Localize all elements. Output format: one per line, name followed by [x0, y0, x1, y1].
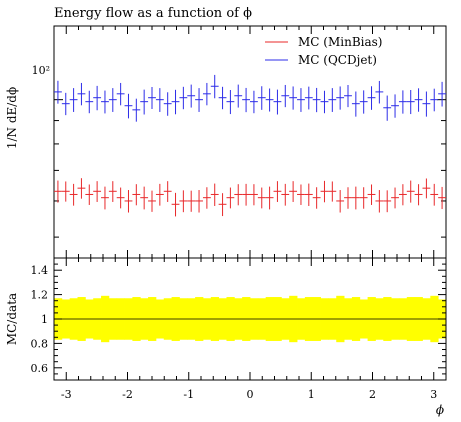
main-ticks — [53, 26, 447, 258]
series-1 — [54, 74, 446, 122]
ratio-ticks — [53, 257, 447, 381]
x-tick-label-3: 3 — [430, 388, 437, 401]
legend: MC (MinBias) MC (QCDjet) — [265, 35, 382, 67]
ratio-band-group — [54, 295, 447, 343]
x-axis-label: ϕ — [436, 403, 444, 417]
ratio-y-tick-label-1: 1 — [41, 313, 48, 326]
x-tick-label-1: 1 — [308, 388, 315, 401]
x-tick-label-0: 0 — [247, 388, 254, 401]
legend-label-qcdjet: MC (QCDjet) — [298, 53, 377, 67]
legend-label-minbias: MC (MinBias) — [298, 35, 382, 49]
main-y-axis-label: 1/N dE/dϕ — [5, 87, 19, 149]
x-tick-labels: -3 -2 -1 0 1 2 3 — [61, 388, 437, 401]
x-tick-label--1: -1 — [183, 388, 194, 401]
main-series-group — [54, 74, 446, 217]
series-0 — [54, 178, 446, 217]
ratio-y-tick-label-0.8: 0.8 — [31, 337, 49, 350]
chart-title: Energy flow as a function of ϕ — [54, 6, 252, 21]
y-tick-label-100: 10² — [32, 64, 50, 77]
ratio-y-tick-labels: 0.6 0.8 1 1.2 1.4 — [31, 264, 49, 375]
ratio-y-tick-label-0.6: 0.6 — [31, 362, 49, 375]
ratio-y-tick-label-1.4: 1.4 — [31, 264, 49, 277]
main-plot-frame — [53, 25, 447, 259]
x-tick-label--3: -3 — [61, 388, 72, 401]
x-tick-label--2: -2 — [122, 388, 133, 401]
x-tick-label-2: 2 — [369, 388, 376, 401]
ratio-y-axis-label: MC/data — [5, 293, 19, 345]
ratio-y-tick-label-1.2: 1.2 — [31, 289, 49, 302]
